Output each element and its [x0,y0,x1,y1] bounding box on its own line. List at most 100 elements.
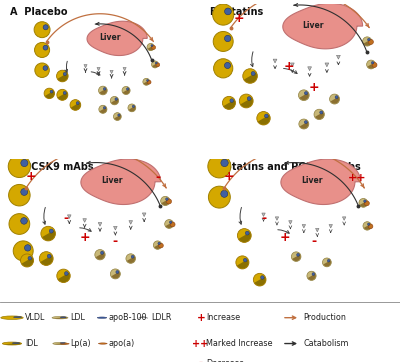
Wedge shape [42,230,55,240]
Wedge shape [364,224,371,230]
Circle shape [359,198,368,207]
Circle shape [34,22,50,38]
Circle shape [243,258,247,262]
Text: Liver: Liver [301,176,322,185]
Text: B  Statins: B Statins [210,7,263,17]
Circle shape [159,243,163,248]
Wedge shape [127,256,135,263]
Circle shape [224,35,231,42]
Circle shape [110,96,119,105]
Circle shape [243,69,257,83]
Text: Catabolism: Catabolism [303,339,349,348]
Wedge shape [166,222,173,228]
Wedge shape [237,259,249,269]
Wedge shape [315,112,324,119]
Circle shape [260,276,264,279]
Text: -: - [63,212,68,225]
Circle shape [371,62,374,64]
Circle shape [166,198,168,201]
Circle shape [35,63,49,77]
Polygon shape [342,217,346,220]
Circle shape [165,220,174,228]
Circle shape [314,109,324,119]
Wedge shape [96,252,105,260]
Circle shape [208,186,230,208]
Circle shape [368,224,373,229]
Circle shape [143,78,150,85]
Circle shape [21,218,27,224]
Circle shape [98,343,107,344]
Circle shape [63,72,66,76]
Circle shape [49,229,53,233]
Circle shape [221,190,228,197]
Wedge shape [244,72,257,83]
Circle shape [52,316,68,319]
Circle shape [161,196,170,206]
Circle shape [156,63,160,67]
Text: Liver: Liver [99,33,121,42]
Polygon shape [87,21,147,55]
Text: Decrease: Decrease [206,359,244,362]
Wedge shape [22,257,33,267]
Circle shape [322,258,331,267]
Circle shape [1,316,23,319]
Text: A  Placebo: A Placebo [10,7,67,17]
Text: +: + [283,60,294,73]
Circle shape [297,253,300,256]
Text: Production: Production [303,313,346,322]
Circle shape [41,226,56,241]
Circle shape [335,96,338,99]
Circle shape [43,45,48,50]
Text: +: + [224,169,234,182]
Circle shape [312,273,315,275]
Polygon shape [281,159,361,205]
Circle shape [264,114,268,118]
Circle shape [70,100,81,110]
Circle shape [50,90,53,93]
Circle shape [170,221,172,223]
Circle shape [152,61,158,68]
Polygon shape [123,67,126,71]
Circle shape [99,105,107,113]
Circle shape [103,106,106,109]
Circle shape [44,88,54,98]
Circle shape [12,342,20,344]
Circle shape [213,4,234,25]
Circle shape [251,71,255,76]
Circle shape [63,91,66,94]
Polygon shape [336,55,340,59]
Text: ++: ++ [192,338,208,349]
Polygon shape [84,64,87,68]
Text: -: - [311,235,316,248]
Wedge shape [152,63,158,68]
Text: LDLR: LDLR [151,313,172,322]
Wedge shape [300,122,308,129]
Circle shape [257,111,270,125]
Text: +: + [279,231,290,244]
Circle shape [20,254,34,267]
Wedge shape [360,201,368,207]
Circle shape [114,113,121,121]
Polygon shape [262,213,265,216]
Wedge shape [71,102,80,110]
Wedge shape [224,100,235,109]
Text: Lp(a): Lp(a) [70,339,91,348]
Wedge shape [58,73,68,81]
Polygon shape [83,219,86,222]
Circle shape [222,96,236,109]
Circle shape [100,251,104,254]
Circle shape [155,62,157,64]
Wedge shape [111,99,118,105]
Circle shape [98,86,107,95]
Wedge shape [100,88,107,94]
Wedge shape [300,93,309,100]
Circle shape [245,231,249,235]
Polygon shape [98,223,102,226]
Circle shape [132,105,134,108]
Polygon shape [97,67,100,71]
Circle shape [115,98,118,100]
Circle shape [166,199,172,204]
Wedge shape [4,343,21,345]
Wedge shape [58,92,68,100]
Polygon shape [129,220,132,224]
